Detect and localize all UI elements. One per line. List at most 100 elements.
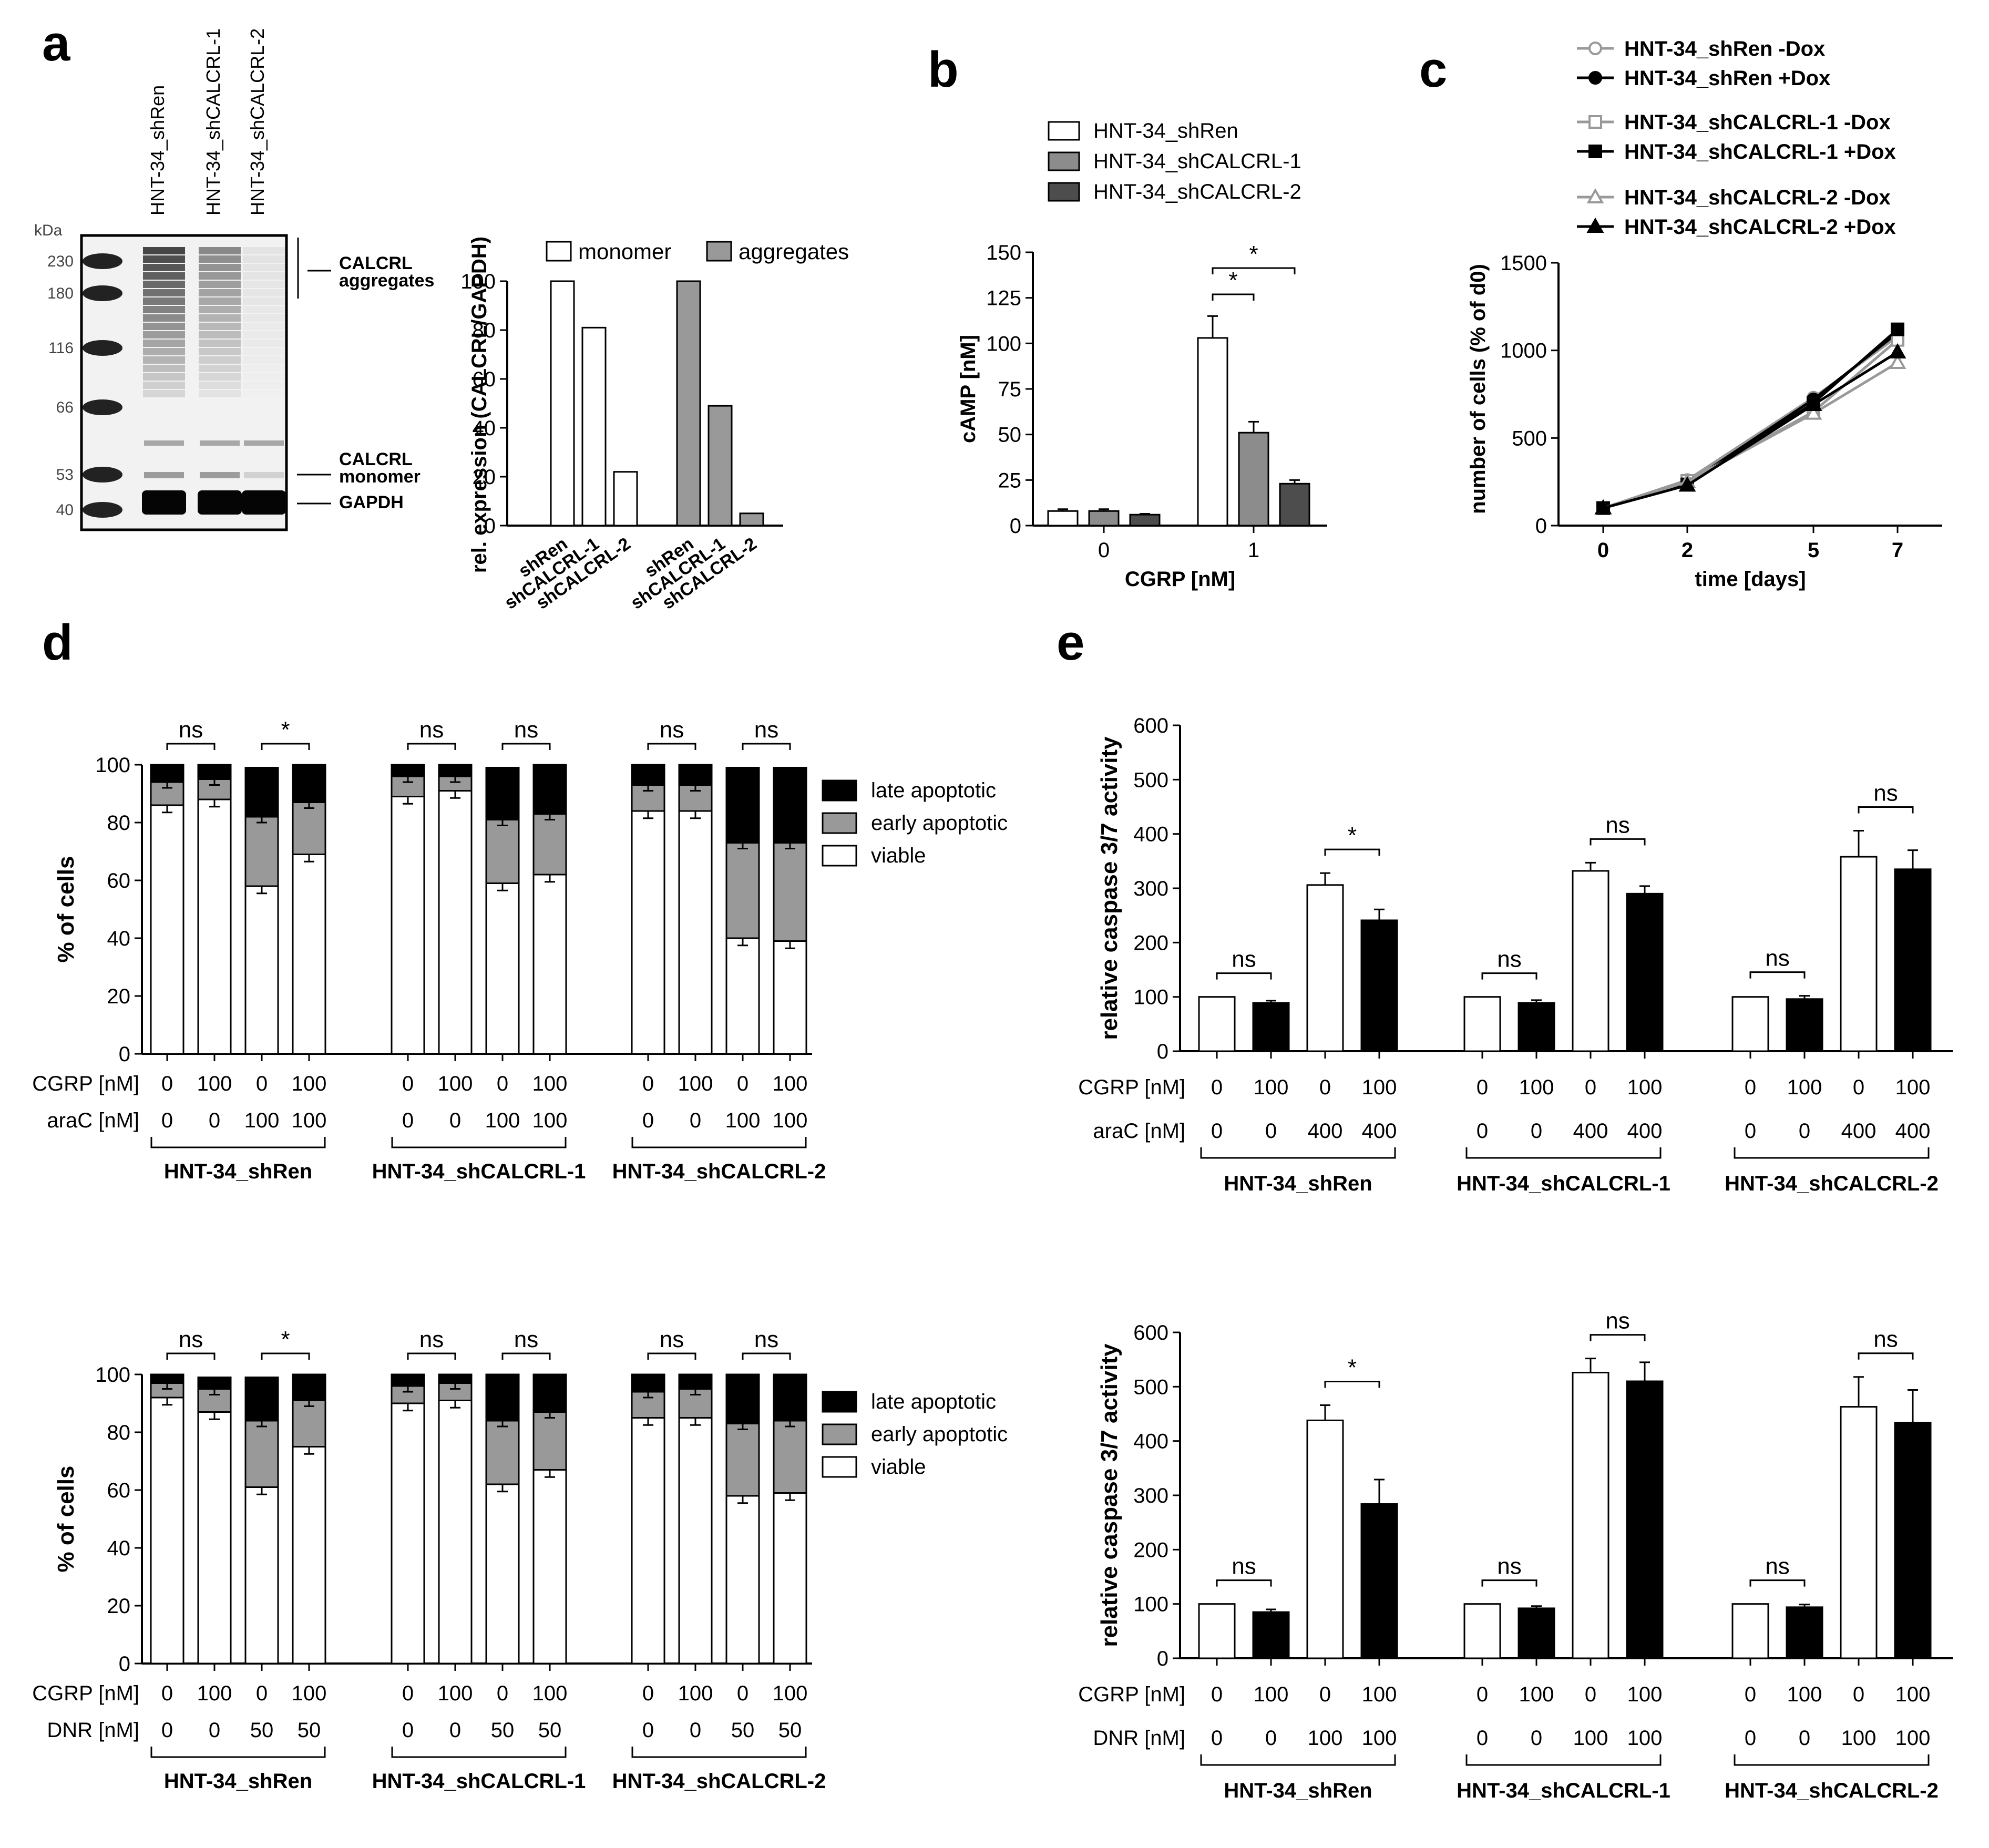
blot-aggregate-smear bbox=[143, 314, 185, 322]
significance-label: * bbox=[1249, 241, 1258, 267]
bar bbox=[550, 280, 575, 527]
blot-marker-label: 230 bbox=[47, 253, 74, 270]
drug-value: 400 bbox=[1841, 1120, 1877, 1143]
cgrp-value: 0 bbox=[1585, 1683, 1596, 1706]
cgrp-value: 100 bbox=[773, 1072, 808, 1095]
bar-viable bbox=[725, 937, 760, 1055]
y-tick-label: 60 bbox=[107, 869, 131, 892]
blot-marker-label: 66 bbox=[56, 399, 74, 416]
significance-label: ns bbox=[514, 717, 538, 743]
group-label: HNT-34_shCALCRL-2 bbox=[612, 1160, 826, 1183]
drug-value: 0 bbox=[1799, 1727, 1810, 1750]
cgrp-value: 0 bbox=[161, 1682, 173, 1705]
significance-label: * bbox=[281, 1327, 290, 1352]
significance-label: ns bbox=[660, 717, 684, 743]
bar-early-apoptotic bbox=[485, 819, 520, 884]
legend-label: HNT-34_shCALCRL-2 bbox=[1093, 180, 1301, 203]
blot-aggregate-smear bbox=[199, 297, 241, 305]
group-label: HNT-34_shRen bbox=[1224, 1172, 1372, 1195]
legend-label: HNT-34_shCALCRL-1 -Dox bbox=[1624, 111, 1891, 134]
drug-value: 50 bbox=[778, 1719, 802, 1742]
blot-aggregate-smear bbox=[199, 365, 241, 372]
drug-value: 0 bbox=[1211, 1727, 1223, 1750]
drug-value: 0 bbox=[690, 1109, 701, 1132]
data-point bbox=[1594, 499, 1612, 515]
blot-aggregate-smear bbox=[243, 255, 285, 263]
y-tick-label: 0 bbox=[119, 1043, 130, 1066]
cgrp-value: 100 bbox=[1627, 1076, 1663, 1099]
data-point bbox=[1889, 343, 1906, 358]
bar-early-apoptotic bbox=[725, 842, 760, 939]
blot-aggregate-smear bbox=[143, 390, 185, 397]
row-label: CGRP [nM] bbox=[1078, 1076, 1185, 1099]
blot-aggregate-smear bbox=[243, 297, 285, 305]
legend-label: viable bbox=[871, 1455, 926, 1479]
y-axis-label: number of cells (% of d0) bbox=[1467, 264, 1490, 514]
bar bbox=[1306, 1419, 1344, 1659]
group-bracket bbox=[391, 1137, 567, 1148]
cgrp-value: 0 bbox=[1853, 1076, 1864, 1099]
bar-viable bbox=[292, 854, 326, 1055]
y-tick-label: 125 bbox=[986, 287, 1021, 310]
cgrp-value: 0 bbox=[1211, 1683, 1223, 1706]
bar bbox=[1572, 1371, 1609, 1659]
bar-viable bbox=[391, 1402, 425, 1665]
significance-bracket bbox=[166, 743, 216, 750]
y-tick-label: 100 bbox=[95, 1363, 130, 1387]
bar bbox=[581, 326, 607, 527]
bar bbox=[1198, 1603, 1236, 1659]
blot-aggregate-smear bbox=[243, 348, 285, 355]
blot-aggregate-smear bbox=[199, 340, 241, 347]
drug-value: 100 bbox=[725, 1109, 761, 1132]
y-tick-label: 200 bbox=[1133, 931, 1168, 954]
y-tick-label: 75 bbox=[998, 378, 1022, 401]
group-label: HNT-34_shRen bbox=[1224, 1779, 1372, 1802]
legend-swatch bbox=[822, 1456, 857, 1478]
data-point bbox=[1889, 353, 1906, 369]
cgrp-value: 0 bbox=[1745, 1076, 1756, 1099]
bar bbox=[1518, 1002, 1555, 1052]
cgrp-value: 100 bbox=[1895, 1683, 1931, 1706]
data-point bbox=[1891, 322, 1904, 336]
blot-kda-label: kDa bbox=[34, 222, 63, 239]
cgrp-value: 0 bbox=[497, 1072, 508, 1095]
legend-swatch bbox=[822, 1391, 857, 1413]
series-line bbox=[1603, 361, 1899, 510]
cgrp-value: 0 bbox=[737, 1072, 749, 1095]
group-bracket bbox=[150, 1137, 326, 1148]
blot-aggregate-smear bbox=[143, 373, 185, 381]
row-label: CGRP [nM] bbox=[32, 1682, 139, 1705]
bar bbox=[676, 280, 701, 527]
bar-viable bbox=[631, 1417, 665, 1665]
blot-lane-label: HNT-34_shCALCRL-1 bbox=[202, 28, 224, 215]
cgrp-value: 0 bbox=[1853, 1683, 1864, 1706]
y-tick-label: 20 bbox=[473, 466, 496, 489]
y-axis-label: cAMP [nM] bbox=[957, 335, 980, 443]
y-axis-label: % of cells bbox=[53, 856, 79, 963]
significance-bracket bbox=[1481, 1579, 1537, 1587]
cgrp-value: 100 bbox=[438, 1072, 473, 1095]
drug-value: 100 bbox=[1362, 1727, 1397, 1750]
significance-bracket bbox=[407, 743, 456, 750]
drug-value: 0 bbox=[642, 1109, 654, 1132]
blot-aggregate-smear bbox=[143, 365, 185, 372]
legend-label: HNT-34_shCALCRL-1 +Dox bbox=[1624, 140, 1896, 163]
blot-aggregate-smear bbox=[143, 281, 185, 288]
x-tick-label: 7 bbox=[1892, 539, 1903, 562]
y-tick-label: 0 bbox=[1535, 515, 1547, 538]
blot-aggregate-smear bbox=[199, 255, 241, 263]
group-label: HNT-34_shCALCRL-2 bbox=[612, 1770, 826, 1793]
bar-viable bbox=[485, 1483, 520, 1665]
significance-bracket bbox=[1858, 806, 1914, 814]
bar bbox=[708, 405, 733, 527]
blot-aggregate-smear bbox=[243, 281, 285, 288]
group-bracket bbox=[1200, 1147, 1396, 1159]
significance-bracket bbox=[1212, 293, 1255, 301]
panel-letter: d bbox=[42, 614, 73, 671]
legend-marker bbox=[1588, 71, 1602, 85]
bar-viable bbox=[773, 940, 807, 1055]
legend-marker bbox=[1588, 42, 1602, 55]
significance-bracket bbox=[1858, 1352, 1914, 1360]
bar-late-apoptotic bbox=[292, 764, 326, 803]
group-label: HNT-34_shCALCRL-1 bbox=[1457, 1779, 1670, 1802]
